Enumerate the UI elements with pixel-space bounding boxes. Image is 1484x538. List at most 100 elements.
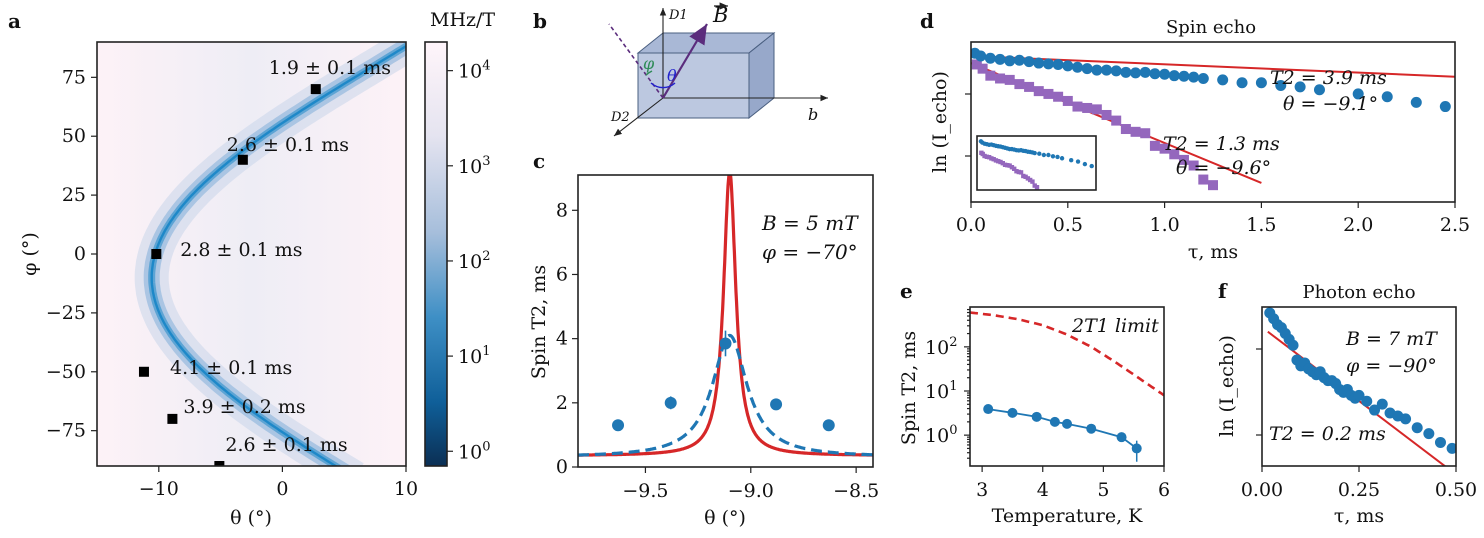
data-point	[1131, 443, 1142, 454]
blue-data-point	[1313, 84, 1325, 96]
panel-a-ytick-label: 25	[62, 184, 86, 206]
blue-data-point	[1091, 64, 1103, 76]
panel-a-ytick-label: −75	[46, 420, 86, 442]
purple-data-point	[1120, 124, 1131, 135]
data-point	[612, 419, 625, 432]
blue-data-point	[1197, 72, 1209, 84]
data-point	[1287, 339, 1299, 351]
panel-c-annotation-angle: φ = −70°	[762, 240, 858, 264]
blue-data-point	[1410, 96, 1422, 108]
panel-f-xtick-label: 0.50	[1435, 479, 1477, 501]
inset-blue-point	[1041, 152, 1047, 158]
inset-purple-point	[1016, 169, 1021, 175]
panel-d-ylabel: ln (I_echo)	[929, 71, 951, 173]
data-point	[1400, 413, 1412, 425]
panel-f-annotation-field: B = 7 mT	[1345, 328, 1438, 350]
series-2-theta-label: θ = −9.6°	[1176, 157, 1271, 179]
panel-a-xtick-label: −10	[139, 478, 179, 500]
colorbar-tick-label: 102	[458, 249, 490, 273]
point-label: 2.6 ± 0.1 ms	[225, 434, 347, 456]
blue-data-point	[1168, 70, 1180, 82]
purple-data-point	[1043, 88, 1054, 99]
blue-data-point	[1236, 77, 1248, 89]
blue-data-point	[1255, 77, 1267, 89]
data-point	[822, 419, 835, 432]
inset-purple-point	[1032, 183, 1037, 188]
inset-blue-point	[1069, 158, 1074, 163]
panel-e-frame	[969, 306, 1165, 467]
colorbar-tick-label: 104	[458, 59, 490, 83]
panel-d-title: Spin echo	[1166, 17, 1256, 38]
phi-arc	[645, 70, 653, 76]
panel-e-annotation: 2T1 limit	[1071, 315, 1159, 337]
panel-a-ytick-label: −25	[46, 302, 86, 324]
inset-blue-point	[1037, 151, 1042, 156]
data-point-square	[167, 413, 178, 424]
inset-blue-point	[1075, 159, 1081, 164]
panel-c-annotation-field: B = 5 mT	[761, 211, 859, 235]
point-label: 2.6 ± 0.1 ms	[227, 134, 349, 156]
panel-c-xtick-label: −9.0	[728, 480, 774, 502]
blue-data-point	[1042, 58, 1054, 70]
panel-c-frame	[577, 174, 874, 468]
inset-purple-point	[1007, 163, 1012, 168]
panel-c: −9.5 −9.0 −8.5 0 2 4 6 8 θ (°) Spin T2, ms B =…	[528, 174, 879, 529]
inset-purple-point	[1018, 170, 1024, 175]
panel-a-xtick-label: 0	[276, 478, 288, 500]
blue-data-point	[1294, 81, 1306, 93]
purple-data-point	[1178, 154, 1189, 165]
purple-data-point	[1082, 102, 1093, 113]
panel-e-ytick-label: 102	[925, 335, 957, 359]
inset-blue-point	[1089, 163, 1094, 169]
inset-purple-point	[1002, 162, 1008, 167]
data-point	[1116, 432, 1127, 443]
blue-data-point	[1381, 91, 1393, 103]
purple-data-point	[1140, 128, 1151, 139]
panel-b-diagram: D1 D2 b B φ θ	[608, 2, 828, 137]
purple-data-point	[995, 73, 1006, 84]
panel-a-ylabel: φ (°)	[19, 232, 41, 276]
blue-data-point	[1178, 70, 1190, 82]
inset-purple-point	[1021, 173, 1026, 179]
inset-purple-point	[984, 154, 990, 159]
blue-data-point	[1081, 63, 1093, 75]
panel-c-ytick-label: 4	[556, 328, 568, 350]
data-point	[770, 398, 783, 411]
data-point	[1007, 407, 1018, 418]
panel-a-ytick-label: −50	[46, 361, 86, 383]
data-point	[1423, 428, 1435, 440]
inset-purple-point	[982, 153, 987, 159]
point-label: 2.8 ± 0.1 ms	[180, 239, 302, 261]
panel-c-ytick-label: 0	[556, 456, 568, 478]
panel-d-xtick-label: 1.5	[1246, 214, 1276, 236]
panel-f-fit-label: T2 = 0.2 ms	[1269, 423, 1386, 445]
data-point	[1434, 436, 1446, 448]
panel-c-ytick-label: 6	[556, 263, 568, 285]
panel-c-ytick-label: 2	[556, 392, 568, 414]
panel-letter-d: d	[920, 9, 934, 33]
colorbar-tick-label: 101	[458, 344, 490, 368]
blue-data-point	[1062, 60, 1074, 72]
panel-d-xtick-label: 2.0	[1343, 214, 1373, 236]
point-label: 1.9 ± 0.1 ms	[269, 57, 391, 79]
inset-blue-point	[1059, 156, 1065, 161]
panel-e-xtick-label: 5	[1097, 479, 1109, 501]
panel-d-xlabel: τ, ms	[1188, 241, 1238, 263]
data-point	[1031, 411, 1042, 422]
inset-purple-point	[1027, 177, 1033, 183]
data-point-square	[237, 154, 248, 165]
data-point-square	[214, 461, 225, 466]
panel-e-xtick-label: 4	[1037, 479, 1049, 501]
purple-data-point	[1130, 126, 1141, 137]
blue-data-point	[1004, 55, 1016, 67]
blue-data-point	[1110, 65, 1122, 77]
label-b-axis: b	[808, 105, 818, 124]
colorbar-tick-label: 100	[458, 439, 490, 463]
blue-data-point	[1052, 58, 1064, 70]
purple-data-point	[1072, 101, 1083, 112]
purple-data-point	[1111, 115, 1122, 126]
panel-f: Photon echo 0.00 0.25 0.50 τ, ms ln (I_ech…	[1216, 282, 1477, 527]
series-2-t2-label: T2 = 1.3 ms	[1163, 133, 1280, 155]
data-point	[1353, 389, 1365, 401]
blue-data-point	[1130, 67, 1142, 79]
